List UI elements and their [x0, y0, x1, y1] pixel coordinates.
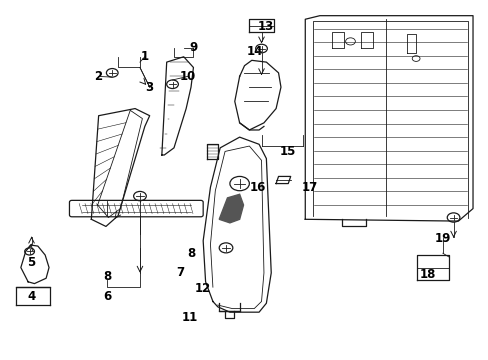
- Text: 9: 9: [189, 41, 197, 54]
- Text: 13: 13: [257, 20, 273, 33]
- Text: 7: 7: [176, 266, 184, 279]
- Text: 12: 12: [195, 283, 211, 296]
- Text: 3: 3: [145, 81, 153, 94]
- Text: 15: 15: [280, 145, 296, 158]
- Text: 11: 11: [182, 311, 198, 324]
- Text: 14: 14: [246, 45, 263, 58]
- Polygon shape: [219, 194, 243, 223]
- Text: 10: 10: [179, 70, 195, 83]
- Text: 5: 5: [27, 256, 36, 269]
- Text: 16: 16: [249, 181, 265, 194]
- Text: 6: 6: [103, 289, 111, 303]
- Text: 1: 1: [141, 50, 148, 63]
- Text: 4: 4: [27, 289, 36, 303]
- Text: 19: 19: [434, 233, 450, 246]
- Text: 18: 18: [419, 268, 436, 281]
- Text: 17: 17: [302, 181, 318, 194]
- Text: 2: 2: [94, 70, 102, 83]
- Text: 8: 8: [186, 247, 195, 260]
- Text: 8: 8: [103, 270, 111, 283]
